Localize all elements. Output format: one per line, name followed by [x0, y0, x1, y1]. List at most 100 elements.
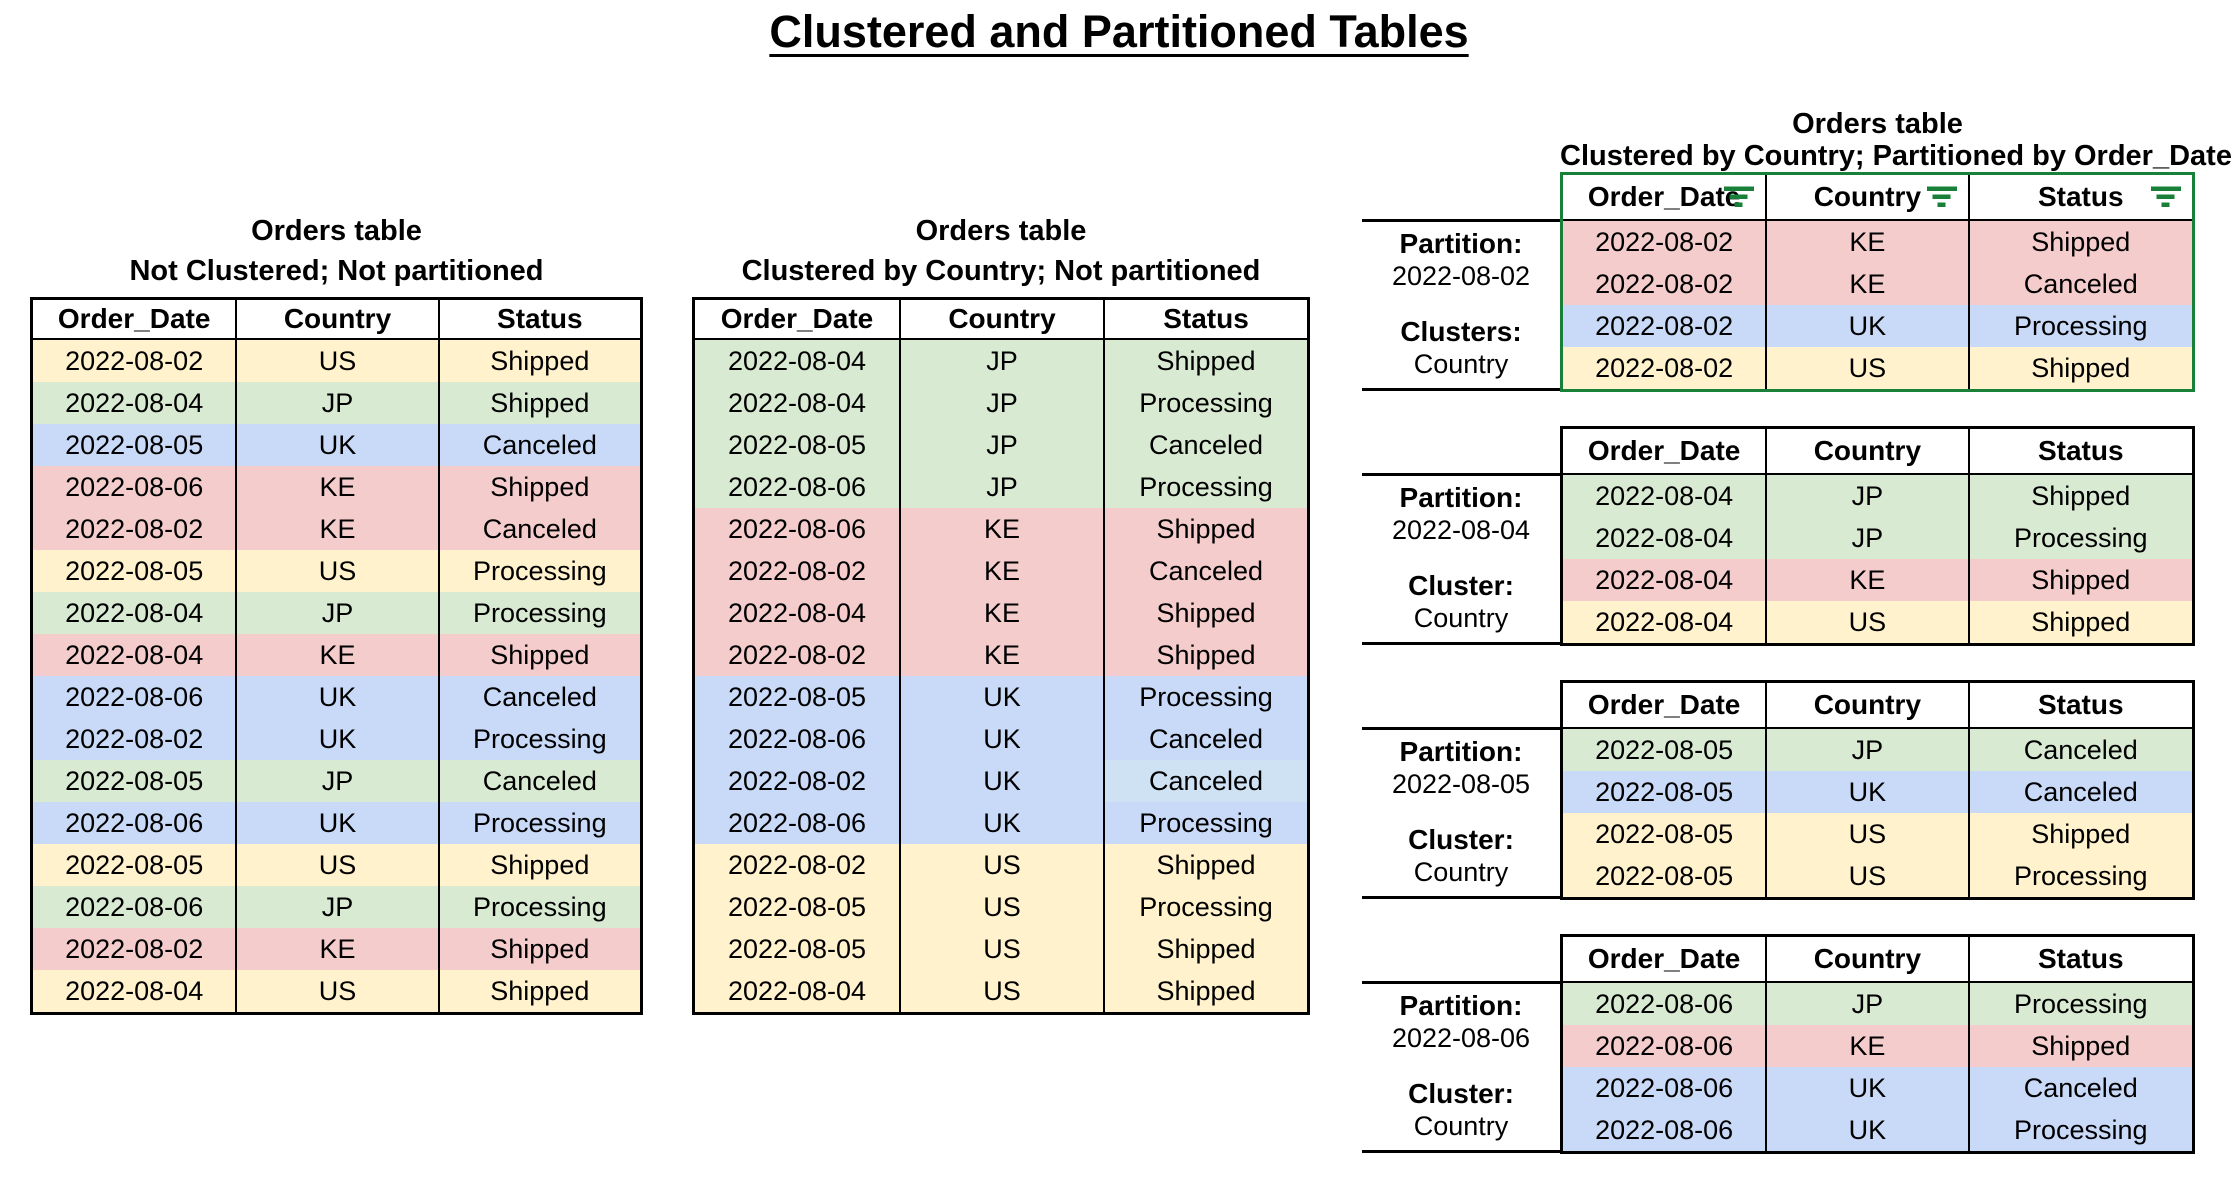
cluster-label-group: Cluster: Country	[1362, 1078, 1560, 1142]
table-row: 2022-08-04 US Shipped	[33, 970, 640, 1012]
table-header-row: Order_Date Country Status	[1563, 175, 2192, 221]
partition-label-group: Partition: 2022-08-04	[1362, 482, 1560, 546]
partition-label: Partition:	[1399, 228, 1523, 259]
table-row: 2022-08-02 KE Shipped	[33, 928, 640, 970]
cell-country: JP	[1765, 475, 1968, 517]
cell-status: Processing	[1967, 855, 2192, 897]
cell-order-date: 2022-08-02	[33, 340, 236, 382]
cell-status: Processing	[1103, 676, 1307, 718]
cell-status: Shipped	[1967, 347, 2192, 389]
cell-order-date: 2022-08-06	[1563, 1067, 1766, 1109]
table-header-row: Order_Date Country Status	[1563, 937, 2192, 983]
filter-funnel-icon[interactable]	[1926, 186, 1959, 209]
table-row: 2022-08-05 UK Processing	[695, 676, 1307, 718]
cell-country: JP	[235, 382, 438, 424]
cell-country: JP	[899, 382, 1103, 424]
cell-order-date: 2022-08-02	[1563, 347, 1766, 389]
cell-country: KE	[1765, 559, 1968, 601]
cell-country: UK	[1765, 305, 1968, 347]
partition-table-2022-08-05: Order_Date Country Status 2022-08-05 JP Ca…	[1560, 680, 2195, 900]
partition-table-2022-08-06: Order_Date Country Status 2022-08-06 JP Pr…	[1560, 934, 2195, 1154]
cell-order-date: 2022-08-05	[695, 928, 899, 970]
cell-country: UK	[235, 718, 438, 760]
cell-country: KE	[1765, 221, 1968, 263]
cell-status: Shipped	[1103, 592, 1307, 634]
cell-order-date: 2022-08-06	[1563, 1025, 1766, 1067]
table-row: 2022-08-02 UK Canceled	[695, 760, 1307, 802]
cell-order-date: 2022-08-05	[33, 844, 236, 886]
cell-status: Shipped	[1967, 601, 2192, 643]
cluster-label: Cluster:	[1408, 570, 1514, 601]
cell-country: US	[1765, 347, 1968, 389]
table-body: 2022-08-02 KE Shipped 2022-08-02 KE Canceled 2…	[1563, 221, 2192, 389]
partition-label: Partition:	[1399, 990, 1523, 1021]
table-row: 2022-08-02 KE Canceled	[695, 550, 1307, 592]
cell-status: Shipped	[437, 970, 640, 1012]
cluster-label: Cluster:	[1408, 824, 1514, 855]
cell-order-date: 2022-08-02	[695, 844, 899, 886]
cell-country: JP	[899, 424, 1103, 466]
cell-country: UK	[235, 424, 438, 466]
table-row: 2022-08-04 JP Shipped	[1563, 475, 2192, 517]
table-header-row: Order_Date Country Status	[695, 300, 1307, 340]
cell-order-date: 2022-08-02	[33, 718, 236, 760]
cell-order-date: 2022-08-02	[1563, 263, 1766, 305]
cell-country: JP	[1765, 983, 1968, 1025]
block-clustered-partitioned: Orders table Clustered by Country; Parti…	[1362, 108, 2238, 1180]
table-row: 2022-08-05 UK Canceled	[33, 424, 640, 466]
cell-country: KE	[899, 634, 1103, 676]
cell-order-date: 2022-08-06	[33, 802, 236, 844]
cell-country: UK	[899, 802, 1103, 844]
cell-status: Processing	[437, 886, 640, 928]
column-header-label: Order_Date	[1587, 181, 1741, 212]
cell-status: Canceled	[437, 760, 640, 802]
cell-order-date: 2022-08-04	[695, 592, 899, 634]
cell-order-date: 2022-08-06	[695, 802, 899, 844]
cell-status: Processing	[437, 718, 640, 760]
cluster-value: Country	[1413, 1111, 1509, 1141]
table-row: 2022-08-02 KE Shipped	[1563, 221, 2192, 263]
cell-status: Shipped	[1967, 559, 2192, 601]
column-header-status: Status	[1967, 937, 2192, 981]
cell-country: UK	[899, 760, 1103, 802]
column-header-country: Country	[1765, 683, 1967, 727]
cell-order-date: 2022-08-05	[33, 550, 236, 592]
cell-country: UK	[899, 718, 1103, 760]
cluster-label-group: Cluster: Country	[1362, 570, 1560, 634]
cell-order-date: 2022-08-02	[695, 634, 899, 676]
filter-funnel-icon[interactable]	[1724, 186, 1756, 209]
cell-country: KE	[899, 508, 1103, 550]
table-row: 2022-08-02 KE Canceled	[1563, 263, 2192, 305]
cell-status: Shipped	[1967, 1025, 2192, 1067]
column-header-status: Status	[1103, 300, 1307, 338]
partition-label-cell: Partition: 2022-08-05 Cluster: Country	[1362, 727, 1560, 899]
block-title: Orders table	[1792, 108, 1963, 140]
column-header-label: Status	[2037, 181, 2124, 212]
cell-status: Shipped	[1103, 340, 1307, 382]
cell-order-date: 2022-08-05	[1563, 855, 1766, 897]
table-row: 2022-08-05 JP Canceled	[695, 424, 1307, 466]
cell-order-date: 2022-08-04	[695, 340, 899, 382]
table-row: 2022-08-04 JP Shipped	[695, 340, 1307, 382]
block-subtitle: Clustered by Country; Not partitioned	[741, 255, 1261, 287]
cell-country: US	[1765, 855, 1968, 897]
column-header-order-date: Order_Date	[1587, 689, 1741, 720]
cell-status: Shipped	[1103, 928, 1307, 970]
filter-funnel-icon[interactable]	[2150, 186, 2183, 209]
table-body: 2022-08-04 JP Shipped 2022-08-04 JP Processin…	[695, 340, 1307, 1012]
column-header-country: Country	[235, 300, 437, 338]
table-row: 2022-08-04 KE Shipped	[1563, 559, 2192, 601]
cell-country: US	[235, 340, 438, 382]
cell-country: US	[1765, 813, 1968, 855]
cell-country: US	[235, 550, 438, 592]
table-row: 2022-08-04 KE Shipped	[33, 634, 640, 676]
table-row: 2022-08-05 JP Canceled	[33, 760, 640, 802]
column-header-label: Country	[1813, 181, 1922, 212]
partition-label: Partition:	[1399, 736, 1523, 767]
table-row: 2022-08-02 KE Canceled	[33, 508, 640, 550]
table-row: 2022-08-06 UK Canceled	[695, 718, 1307, 760]
partition-value: 2022-08-04	[1391, 515, 1531, 545]
cell-status: Canceled	[1103, 718, 1307, 760]
table-row: 2022-08-04 US Shipped	[1563, 601, 2192, 643]
cell-status: Shipped	[437, 844, 640, 886]
